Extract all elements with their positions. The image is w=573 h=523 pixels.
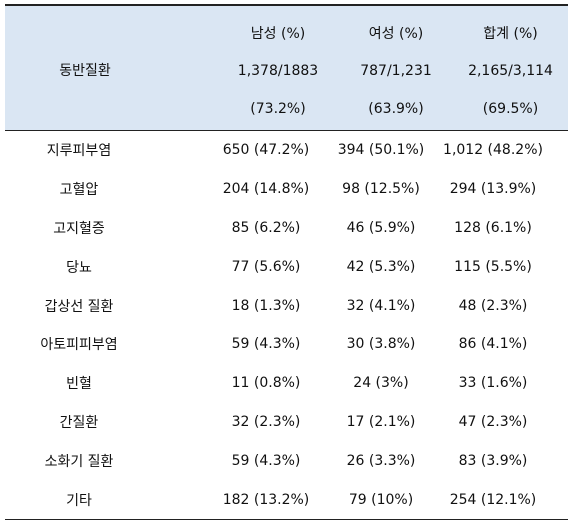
male-column-percent: (73.2%) xyxy=(250,101,306,117)
male-column-count: 1,378/1883 xyxy=(237,63,319,79)
male-value: 85 (6.2%) xyxy=(231,219,301,236)
total-value: 115 (5.5%) xyxy=(454,258,532,275)
total-value: 48 (2.3%) xyxy=(458,297,528,314)
comorbidity-table: 동반질환 남성 (%) 1,378/1883 (73.2%) 여성 (%) 78… xyxy=(5,4,568,520)
table-row: 기타 182 (13.2%) 79 (10%) 254 (12.1%) xyxy=(5,480,568,519)
table-row: 고혈압 204 (14.8%) 98 (12.5%) 294 (13.9%) xyxy=(5,170,568,209)
total-value: 47 (2.3%) xyxy=(458,413,528,430)
row-label: 지루피부염 xyxy=(46,143,112,160)
total-column-count: 2,165/3,114 xyxy=(468,63,553,79)
male-value: 11 (0.8%) xyxy=(231,375,301,392)
female-value: 79 (10%) xyxy=(348,491,414,508)
table-body: 지루피부염 650 (47.2%) 394 (50.1%) 1,012 (48.… xyxy=(5,131,568,520)
total-value: 128 (6.1%) xyxy=(454,219,532,236)
row-label: 당뇨 xyxy=(66,259,92,276)
male-value: 59 (4.3%) xyxy=(231,336,301,353)
total-value: 83 (3.9%) xyxy=(458,452,528,469)
female-value: 98 (12.5%) xyxy=(342,181,420,198)
female-value: 46 (5.9%) xyxy=(346,219,416,236)
total-column-title: 합계 (%) xyxy=(483,26,538,42)
total-value: 1,012 (48.2%) xyxy=(443,142,543,159)
male-value: 18 (1.3%) xyxy=(231,297,301,314)
total-value: 294 (13.9%) xyxy=(449,181,537,198)
row-label: 아토피피부염 xyxy=(40,337,118,354)
row-label: 갑상선 질환 xyxy=(44,298,114,315)
male-value: 182 (13.2%) xyxy=(222,491,310,508)
table-row: 아토피피부염 59 (4.3%) 30 (3.8%) 86 (4.1%) xyxy=(5,325,568,364)
total-column-percent: (69.5%) xyxy=(482,101,539,117)
row-label: 간질환 xyxy=(59,414,99,431)
male-column-title: 남성 (%) xyxy=(250,26,306,42)
male-value: 204 (14.8%) xyxy=(222,181,310,198)
table-row: 간질환 32 (2.3%) 17 (2.1%) 47 (2.3%) xyxy=(5,403,568,442)
row-label: 기타 xyxy=(66,492,92,509)
table-header: 동반질환 남성 (%) 1,378/1883 (73.2%) 여성 (%) 78… xyxy=(5,4,568,131)
female-value: 42 (5.3%) xyxy=(346,258,416,275)
male-value: 32 (2.3%) xyxy=(231,413,301,430)
female-column-percent: (63.9%) xyxy=(368,101,424,117)
total-value: 86 (4.1%) xyxy=(458,336,528,353)
female-value: 24 (3%) xyxy=(353,375,409,392)
row-label: 고혈압 xyxy=(59,182,99,199)
female-column-title: 여성 (%) xyxy=(368,26,424,42)
table-row: 소화기 질환 59 (4.3%) 26 (3.3%) 83 (3.9%) xyxy=(5,441,568,480)
male-value: 59 (4.3%) xyxy=(231,452,301,469)
table-row: 고지혈증 85 (6.2%) 46 (5.9%) 128 (6.1%) xyxy=(5,209,568,248)
table-row: 빈혈 11 (0.8%) 24 (3%) 33 (1.6%) xyxy=(5,364,568,403)
total-value: 33 (1.6%) xyxy=(458,375,528,392)
table-row: 갑상선 질환 18 (1.3%) 32 (4.1%) 48 (2.3%) xyxy=(5,286,568,325)
male-value: 77 (5.6%) xyxy=(231,258,301,275)
female-value: 17 (2.1%) xyxy=(346,413,416,430)
female-value: 30 (3.8%) xyxy=(346,336,416,353)
row-label-header: 동반질환 xyxy=(59,63,111,79)
female-column-count: 787/1,231 xyxy=(360,63,432,79)
row-label: 고지혈증 xyxy=(53,220,105,237)
total-value: 254 (12.1%) xyxy=(449,491,537,508)
row-label: 소화기 질환 xyxy=(44,453,114,470)
female-value: 394 (50.1%) xyxy=(337,142,425,159)
female-value: 26 (3.3%) xyxy=(346,452,416,469)
table-row: 지루피부염 650 (47.2%) 394 (50.1%) 1,012 (48.… xyxy=(5,131,568,170)
male-value: 650 (47.2%) xyxy=(222,142,310,159)
table-row: 당뇨 77 (5.6%) 42 (5.3%) 115 (5.5%) xyxy=(5,247,568,286)
row-label: 빈혈 xyxy=(66,376,92,393)
female-value: 32 (4.1%) xyxy=(346,297,416,314)
